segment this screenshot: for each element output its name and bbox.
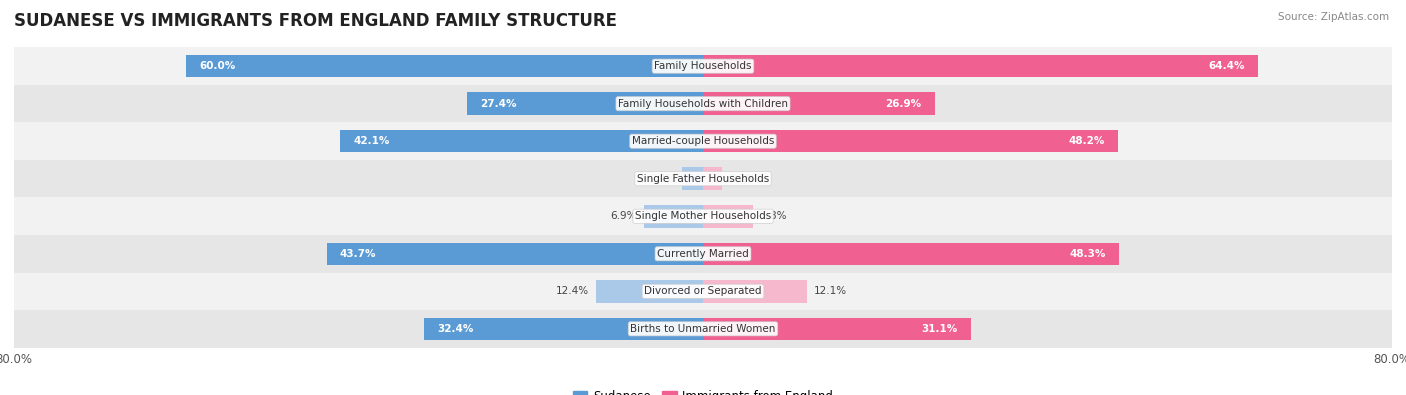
Bar	[703, 243, 1119, 265]
Text: SUDANESE VS IMMIGRANTS FROM ENGLAND FAMILY STRUCTURE: SUDANESE VS IMMIGRANTS FROM ENGLAND FAMI…	[14, 12, 617, 30]
Text: Family Households: Family Households	[654, 61, 752, 71]
Text: 60.0%: 60.0%	[200, 61, 235, 71]
Text: 12.1%: 12.1%	[814, 286, 848, 296]
Text: 43.7%: 43.7%	[340, 249, 375, 259]
Text: 2.4%: 2.4%	[650, 174, 675, 184]
Bar	[703, 167, 721, 190]
Text: 12.4%: 12.4%	[557, 286, 589, 296]
Bar	[682, 167, 703, 190]
Text: 31.1%: 31.1%	[922, 324, 957, 334]
Bar	[703, 205, 754, 228]
Bar	[467, 92, 703, 115]
Bar	[14, 47, 1392, 85]
Bar	[425, 318, 703, 340]
Text: 64.4%: 64.4%	[1208, 61, 1244, 71]
Bar	[14, 160, 1392, 198]
Bar	[14, 235, 1392, 273]
Bar	[596, 280, 703, 303]
Text: 27.4%: 27.4%	[479, 99, 516, 109]
Text: 5.8%: 5.8%	[759, 211, 786, 221]
Text: Currently Married: Currently Married	[657, 249, 749, 259]
Text: Family Households with Children: Family Households with Children	[619, 99, 787, 109]
Text: Married-couple Households: Married-couple Households	[631, 136, 775, 146]
Bar	[14, 198, 1392, 235]
Bar	[14, 310, 1392, 348]
Bar	[703, 280, 807, 303]
Text: 42.1%: 42.1%	[353, 136, 389, 146]
Text: 32.4%: 32.4%	[437, 324, 474, 334]
Text: 26.9%: 26.9%	[886, 99, 922, 109]
Text: Divorced or Separated: Divorced or Separated	[644, 286, 762, 296]
Text: 48.2%: 48.2%	[1069, 136, 1105, 146]
Text: 2.2%: 2.2%	[728, 174, 755, 184]
Text: 48.3%: 48.3%	[1070, 249, 1107, 259]
Bar	[14, 85, 1392, 122]
Bar	[326, 243, 703, 265]
Text: Single Father Households: Single Father Households	[637, 174, 769, 184]
Bar	[14, 273, 1392, 310]
Bar	[703, 55, 1257, 77]
Text: 6.9%: 6.9%	[610, 211, 637, 221]
Bar	[186, 55, 703, 77]
Bar	[703, 130, 1118, 152]
Legend: Sudanese, Immigrants from England: Sudanese, Immigrants from England	[568, 385, 838, 395]
Text: Births to Unmarried Women: Births to Unmarried Women	[630, 324, 776, 334]
Bar	[703, 318, 970, 340]
Bar	[703, 92, 935, 115]
Bar	[340, 130, 703, 152]
Bar	[644, 205, 703, 228]
Text: Single Mother Households: Single Mother Households	[636, 211, 770, 221]
Bar	[14, 122, 1392, 160]
Text: Source: ZipAtlas.com: Source: ZipAtlas.com	[1278, 12, 1389, 22]
